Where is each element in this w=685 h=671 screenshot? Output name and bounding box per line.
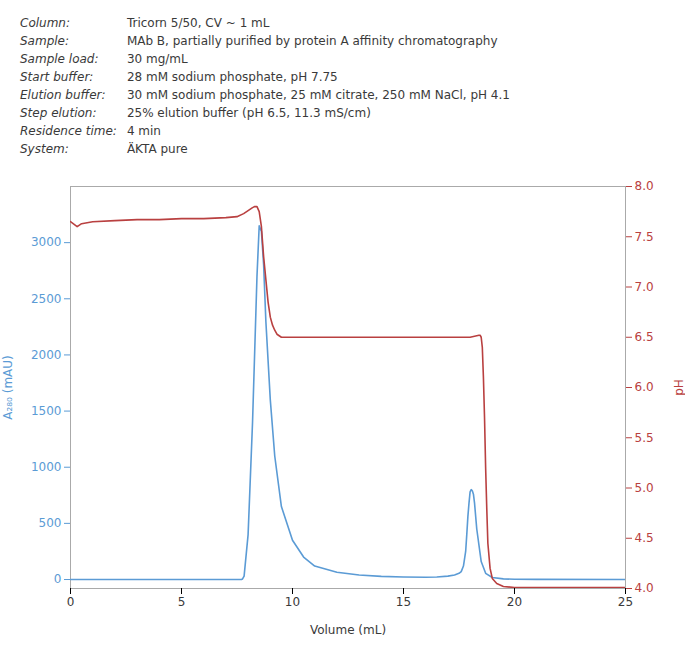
html-text:Column:: Column: xyxy=(20,16,70,30)
html-text:30 mg/mL: 30 mg/mL xyxy=(126,52,188,66)
html-text:4 min: 4 min xyxy=(126,124,161,138)
html-text:MAb B, partially purified by p: MAb B, partially purified by protein A a… xyxy=(126,34,498,48)
svg-text:6.0: 6.0 xyxy=(635,380,654,394)
svg-text:500: 500 xyxy=(39,516,62,530)
svg-text:5.5: 5.5 xyxy=(635,431,654,445)
svg-text:5: 5 xyxy=(178,595,186,609)
svg-text:5.0: 5.0 xyxy=(635,481,654,495)
svg-text:0: 0 xyxy=(54,572,62,586)
svg-text:1500: 1500 xyxy=(31,404,62,418)
svg-text:7.0: 7.0 xyxy=(635,280,654,294)
svg-text:2500: 2500 xyxy=(31,292,62,306)
html-text:Residence time:: Residence time: xyxy=(20,124,117,138)
svg-text:0: 0 xyxy=(67,595,75,609)
svg-text:3000: 3000 xyxy=(31,235,62,249)
svg-text:6.5: 6.5 xyxy=(635,330,654,344)
svg-text:Volume (mL): Volume (mL) xyxy=(310,623,386,637)
svg-text:25: 25 xyxy=(618,595,633,609)
html-text:ÄKTA pure: ÄKTA pure xyxy=(126,142,188,156)
svg-text:10: 10 xyxy=(285,595,300,609)
html-text:Start buffer:: Start buffer: xyxy=(20,70,94,84)
html-text:Step elution:: Step elution: xyxy=(20,106,97,120)
html-text:28 mM sodium phosphate, pH 7.7: 28 mM sodium phosphate, pH 7.75 xyxy=(126,70,338,84)
svg-text:1000: 1000 xyxy=(31,460,62,474)
svg-text:2000: 2000 xyxy=(31,348,62,362)
svg-text:15: 15 xyxy=(396,595,411,609)
html-text:Elution buffer:: Elution buffer: xyxy=(20,88,106,102)
html-text:Sample:: Sample: xyxy=(20,34,69,48)
svg-text:8.0: 8.0 xyxy=(635,179,654,193)
svg-text:20: 20 xyxy=(507,595,522,609)
svg-text:4.0: 4.0 xyxy=(635,581,654,595)
svg-text:7.5: 7.5 xyxy=(635,230,654,244)
html-text:25% elution buffer (pH 6.5, 11: 25% elution buffer (pH 6.5, 11.3 mS/cm) xyxy=(126,106,371,120)
svg-text:pH: pH xyxy=(672,379,685,396)
svg-text:A₂₈₀ (mAU): A₂₈₀ (mAU) xyxy=(1,355,15,420)
html-text:30 mM sodium phosphate, 25 mM: 30 mM sodium phosphate, 25 mM citrate, 2… xyxy=(126,88,510,102)
html-text:Tricorn 5/50, CV ~ 1 mL: Tricorn 5/50, CV ~ 1 mL xyxy=(126,16,270,30)
svg-text:4.5: 4.5 xyxy=(635,531,654,545)
html-text:System:: System: xyxy=(20,142,69,156)
html-text:Sample load:: Sample load: xyxy=(20,52,99,66)
